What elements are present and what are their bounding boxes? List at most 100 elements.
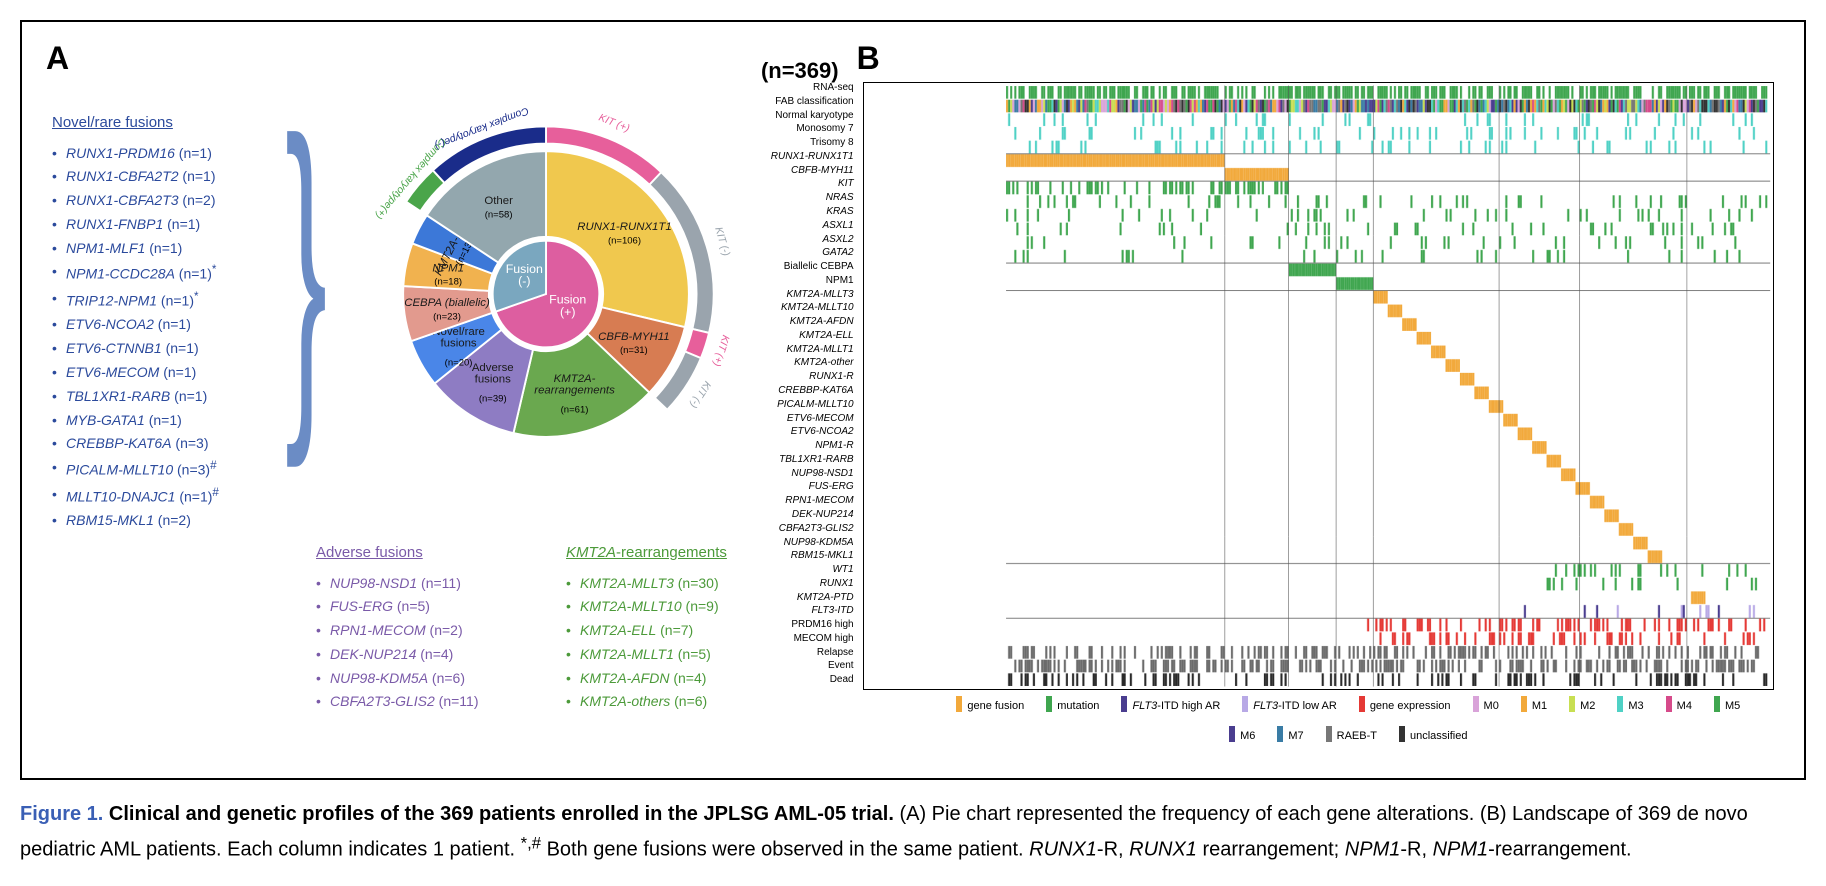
- legend-item: FLT3-ITD low AR: [1242, 696, 1337, 712]
- onco-row-label: DEK-NUP214: [792, 510, 854, 524]
- legend-item: M1: [1521, 696, 1547, 712]
- onco-row-label: KMT2A-MLLT3: [787, 290, 854, 304]
- figure-number: Figure 1.: [20, 803, 103, 825]
- onco-row-label: RUNX1-R: [809, 372, 853, 386]
- onco-row-label: NPM1: [826, 276, 854, 290]
- list-item: RPN1-MECOM (n=2): [316, 619, 479, 643]
- list-item: NUP98-NSD1 (n=11): [316, 572, 479, 596]
- list-item: TRIP12-NPM1 (n=1)*: [52, 287, 219, 313]
- onco-row-label: FUS-ERG: [809, 482, 854, 496]
- figure-title: Clinical and genetic profiles of the 369…: [109, 803, 894, 825]
- panel-a-label: A: [46, 40, 833, 77]
- list-item: ETV6-CTNNB1 (n=1): [52, 337, 219, 361]
- list-item: FUS-ERG (n=5): [316, 595, 479, 619]
- legend-item: mutation: [1046, 696, 1099, 712]
- adverse-list: Adverse fusions NUP98-NSD1 (n=11)FUS-ERG…: [316, 540, 479, 714]
- onco-row-label: Relapse: [817, 648, 854, 662]
- onco-row-label: KMT2A-MLLT1: [787, 345, 854, 359]
- onco-row-label: RBM15-MKL1: [791, 551, 854, 565]
- svg-text:(n=39): (n=39): [479, 393, 507, 404]
- list-item: KMT2A-others (n=6): [566, 690, 727, 714]
- list-item: KMT2A-ELL (n=7): [566, 619, 727, 643]
- svg-text:(n=58): (n=58): [485, 209, 513, 220]
- list-item: RUNX1-CBFA2T2 (n=1): [52, 165, 219, 189]
- svg-text:KIT (-): KIT (-): [712, 226, 731, 258]
- novel-rare-title: Novel/rare fusions: [52, 110, 219, 136]
- caption-body-a: (A) Pie chart represented the frequency …: [899, 803, 1474, 825]
- list-item: KMT2A-MLLT1 (n=5): [566, 643, 727, 667]
- caption-abbr: RUNX1-R, RUNX1 rearrangement; NPM1-R, NP…: [1029, 839, 1631, 861]
- onco-row-label: GATA2: [822, 248, 853, 262]
- onco-row-label: NUP98-NSD1: [791, 469, 853, 483]
- list-item: MLLT10-DNAJC1 (n=1)#: [52, 483, 219, 509]
- legend-item: gene expression: [1359, 696, 1451, 712]
- onco-row-label: Dead: [830, 675, 854, 689]
- onco-row-label: Normal karyotype: [775, 111, 853, 125]
- svg-text:(+): (+): [560, 305, 575, 319]
- onco-row-label: RUNX1-RUNX1T1: [771, 152, 854, 166]
- svg-text:KIT (-): KIT (-): [687, 379, 712, 410]
- novel-rare-list: Novel/rare fusions RUNX1-PRDM16 (n=1)RUN…: [52, 110, 219, 533]
- onco-row-label: KRAS: [826, 207, 853, 221]
- panel-a: A (n=369) Novel/rare fusions RUNX1-PRDM1…: [46, 40, 833, 760]
- list-item: KMT2A-MLLT10 (n=9): [566, 595, 727, 619]
- onco-row-label: KMT2A-ELL: [799, 331, 853, 345]
- onco-row-label: RUNX1: [820, 579, 854, 593]
- brace-icon: }: [285, 88, 327, 448]
- kmt2a-list: KMT2A-rearrangements KMT2A-MLLT3 (n=30)K…: [566, 540, 727, 714]
- svg-text:(n=18): (n=18): [434, 277, 462, 288]
- legend-item: M7: [1277, 726, 1303, 742]
- list-item: RBM15-MKL1 (n=2): [52, 509, 219, 533]
- onco-row-label: ETV6-MECOM: [787, 414, 854, 428]
- onco-row-label: KMT2A-PTD: [797, 593, 854, 607]
- svg-text:(n=20): (n=20): [445, 357, 473, 368]
- onco-row-label: RPN1-MECOM: [785, 496, 853, 510]
- onco-row-label: ASXL1: [822, 221, 853, 235]
- svg-text:(-): (-): [518, 274, 530, 288]
- list-item: RUNX1-PRDM16 (n=1): [52, 142, 219, 166]
- onco-row-label: NUP98-KDM5A: [784, 538, 854, 552]
- svg-text:KIT (+): KIT (+): [597, 112, 631, 134]
- list-item: RUNX1-FNBP1 (n=1): [52, 213, 219, 237]
- list-item: PICALM-MLLT10 (n=3)#: [52, 456, 219, 482]
- onco-row-label: Trisomy 8: [810, 138, 854, 152]
- onco-row-label: PICALM-MLLT10: [777, 400, 854, 414]
- legend-item: M0: [1473, 696, 1499, 712]
- onco-row-label: KMT2A-MLLT10: [781, 303, 854, 317]
- onco-row-label: CBFA2T3-GLIS2: [779, 524, 854, 538]
- onco-row-label: NRAS: [826, 193, 854, 207]
- onco-row-label: KMT2A-AFDN: [790, 317, 854, 331]
- oncoplot: RNA-seqFAB classificationNormal karyotyp…: [863, 82, 1774, 690]
- legend-item: gene fusion: [956, 696, 1024, 712]
- onco-row-label: MECOM high: [794, 634, 854, 648]
- onco-row-label: PRDM16 high: [791, 620, 853, 634]
- list-item: KMT2A-AFDN (n=4): [566, 667, 727, 691]
- onco-row-label: ETV6-NCOA2: [791, 427, 854, 441]
- kmt2a-title-gene: KMT2A: [566, 544, 616, 561]
- legend-item: M6: [1229, 726, 1255, 742]
- list-item: TBL1XR1-RARB (n=1): [52, 385, 219, 409]
- panel-b: B RNA-seqFAB classificationNormal karyot…: [857, 40, 1780, 760]
- list-item: RUNX1-CBFA2T3 (n=2): [52, 189, 219, 213]
- legend-item: M2: [1569, 696, 1595, 712]
- list-item: ETV6-NCOA2 (n=1): [52, 313, 219, 337]
- list-item: NPM1-CCDC28A (n=1)*: [52, 260, 219, 286]
- onco-row-label: FLT3-ITD: [812, 606, 854, 620]
- legend-item: RAEB-T: [1326, 726, 1377, 742]
- caption-marks-text: Both gene fusions were observed in the s…: [547, 839, 1030, 861]
- figure-caption: Figure 1. Clinical and genetic profiles …: [20, 798, 1806, 866]
- onco-row-label: NPM1-R: [815, 441, 853, 455]
- onco-row-label: RNA-seq: [813, 83, 854, 97]
- onco-row-label: ASXL2: [822, 235, 853, 249]
- list-item: KMT2A-MLLT3 (n=30): [566, 572, 727, 596]
- onco-row-label: Monosomy 7: [796, 124, 853, 138]
- n-label: (n=369): [761, 58, 839, 84]
- oncoplot-legend: gene fusionmutationFLT3-ITD high ARFLT3-…: [937, 696, 1760, 742]
- list-item: CREBBP-KAT6A (n=3): [52, 432, 219, 456]
- onco-row-label: Biallelic CEBPA: [784, 262, 854, 276]
- legend-item: unclassified: [1399, 726, 1467, 742]
- donut-chart: Fusion(+)Fusion(-)RUNX1-RUNX1T1(n=106)CB…: [346, 94, 746, 494]
- onco-row-label: CBFB-MYH11: [791, 166, 854, 180]
- list-item: DEK-NUP214 (n=4): [316, 643, 479, 667]
- svg-text:KIT (+): KIT (+): [710, 333, 730, 367]
